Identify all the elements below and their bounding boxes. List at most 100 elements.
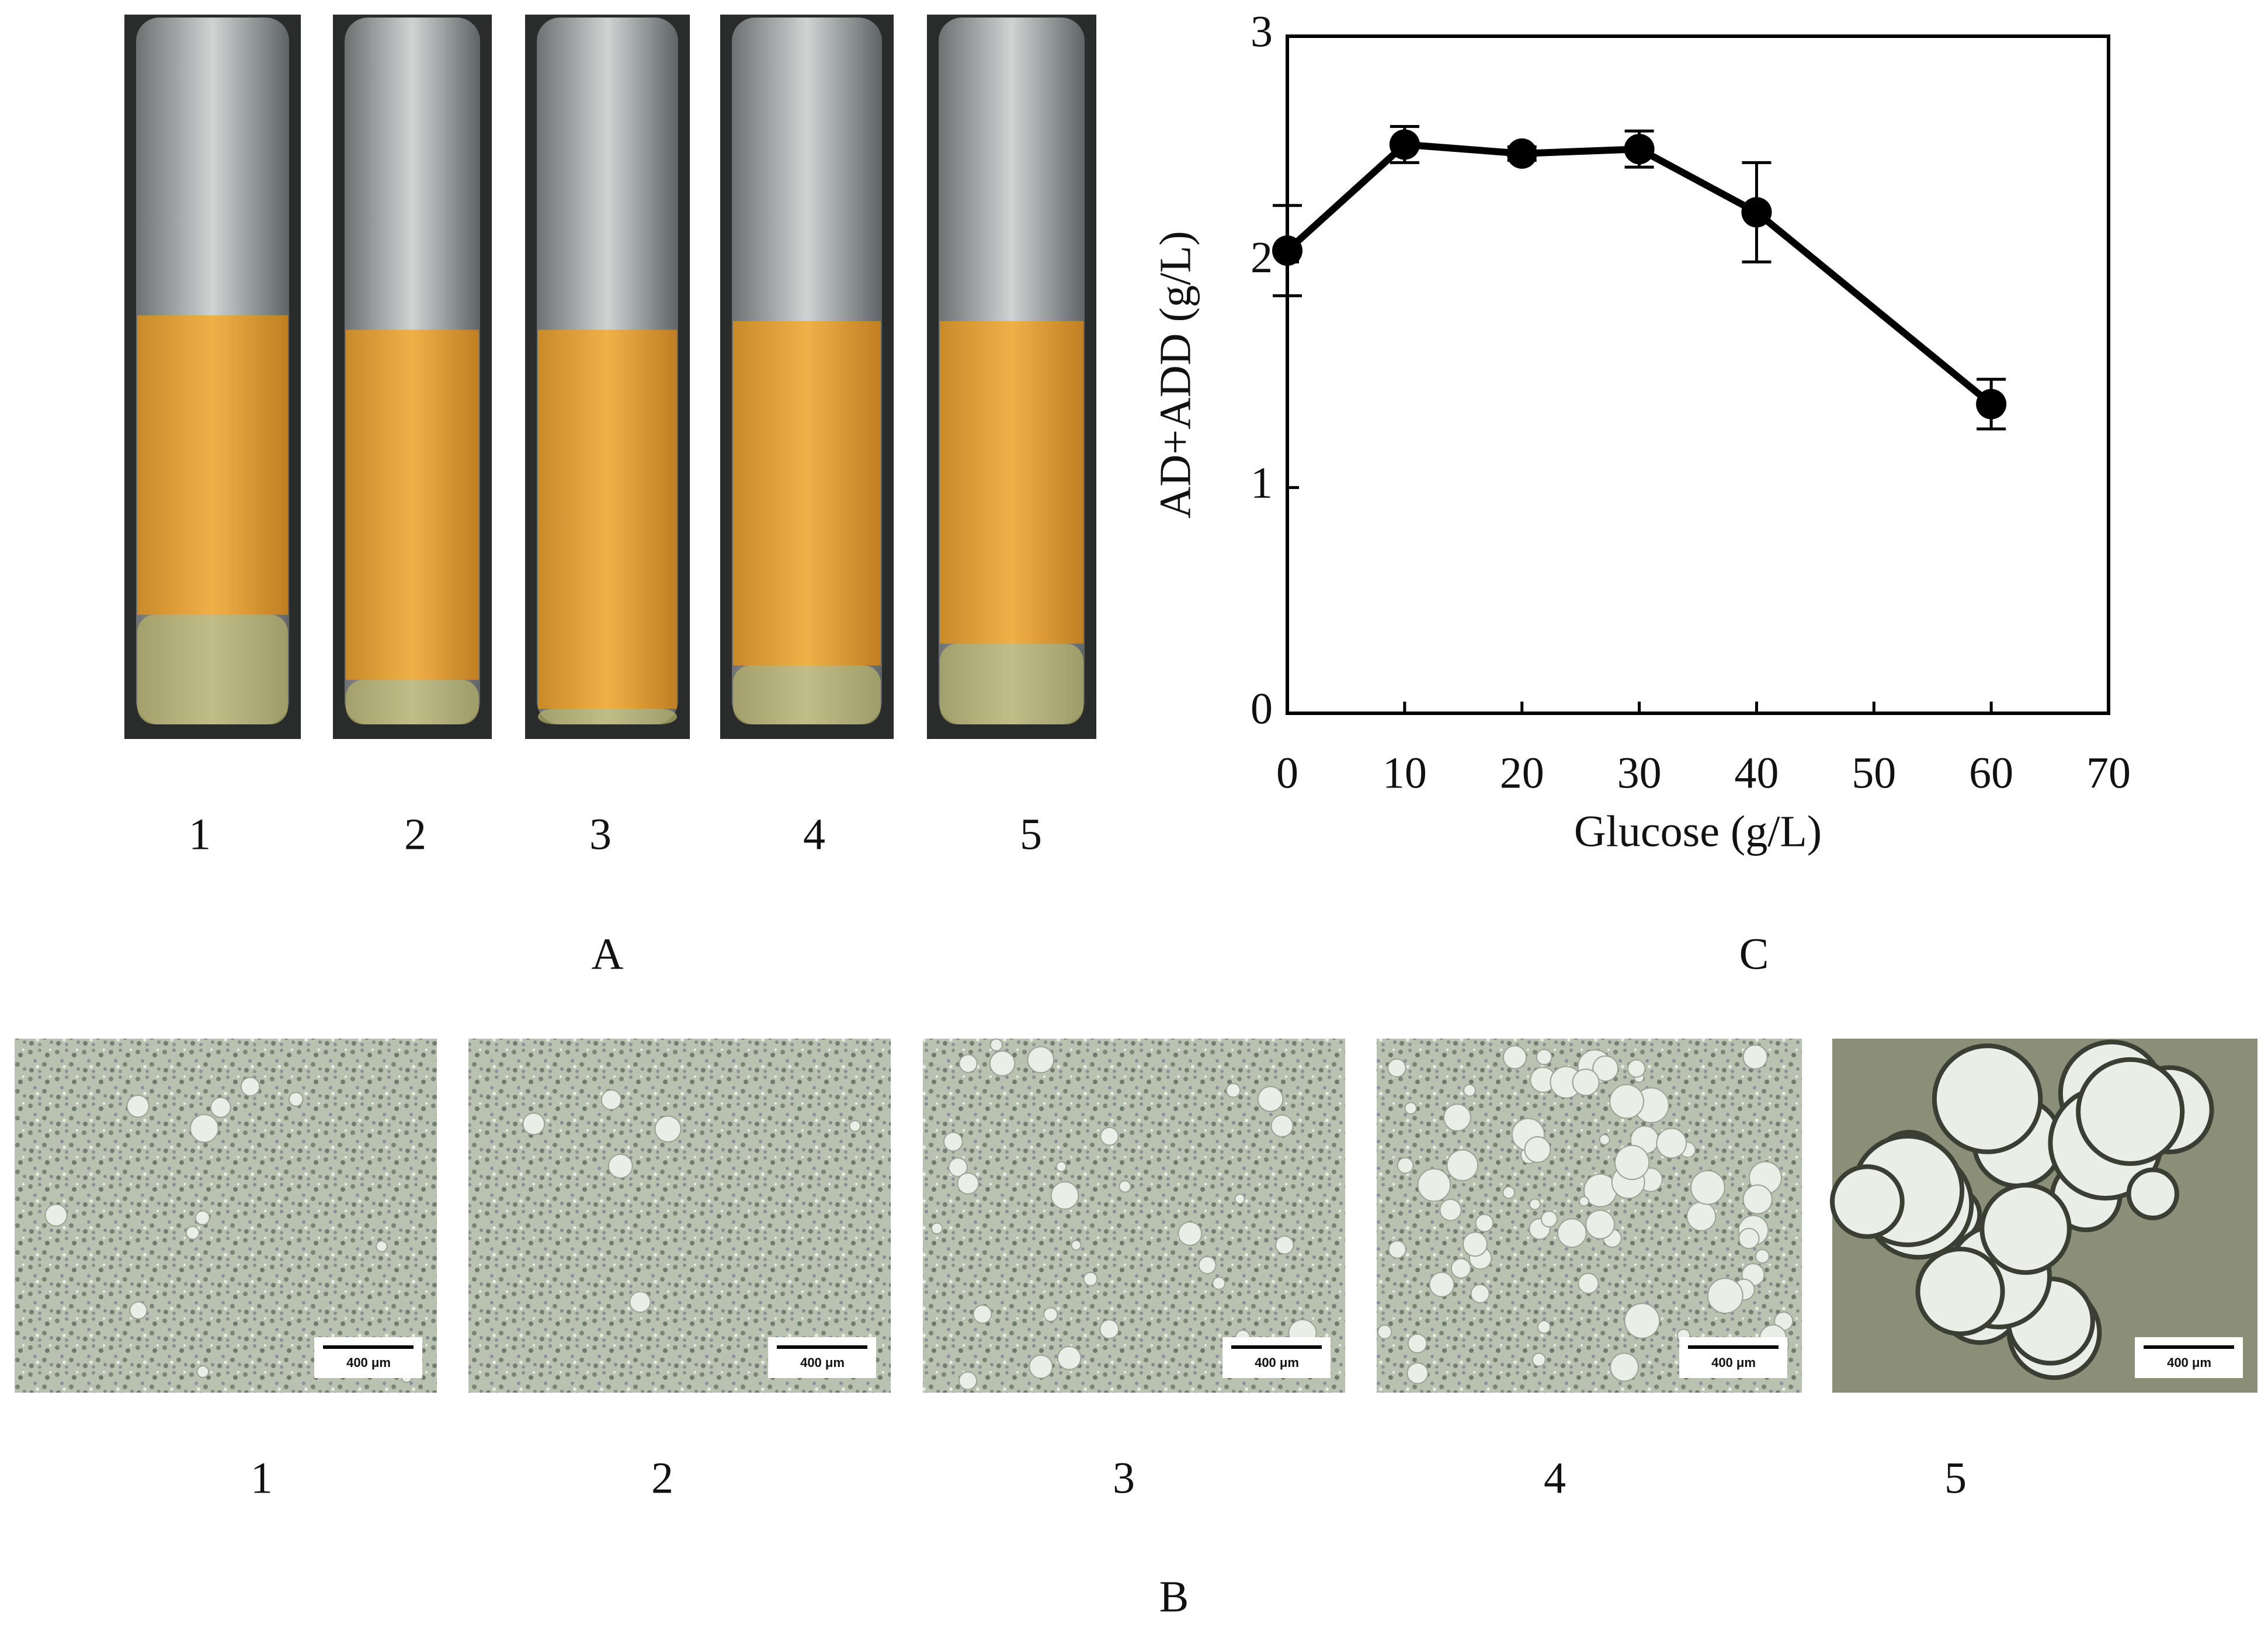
scale-bar-box <box>768 1337 876 1378</box>
droplet <box>943 1132 963 1152</box>
droplet <box>1557 1218 1587 1248</box>
droplet <box>1027 1046 1055 1074</box>
droplet <box>1470 1284 1490 1304</box>
droplet <box>1119 1180 1131 1193</box>
droplet <box>1537 1320 1551 1334</box>
droplet <box>948 1157 968 1177</box>
droplet <box>196 1365 210 1379</box>
tube-liquid <box>538 329 677 709</box>
droplet <box>1397 1157 1414 1174</box>
droplet <box>1742 1044 1768 1070</box>
droplet <box>289 1092 304 1107</box>
droplet <box>1029 1354 1053 1379</box>
scale-bar-text: 400 μm <box>1711 1355 1756 1370</box>
y-axis-label: AD+ADD (g/L) <box>1151 231 1200 518</box>
tube-clear-layer <box>733 665 881 724</box>
scale-bar-text: 400 μm <box>1255 1355 1299 1370</box>
droplet <box>1234 1193 1245 1205</box>
droplet <box>1599 1134 1610 1146</box>
droplet <box>1377 1324 1392 1339</box>
droplet <box>1540 1210 1558 1228</box>
micrograph <box>468 1039 891 1393</box>
droplet <box>607 1153 633 1179</box>
scale-bar-text: 400 μm <box>800 1355 845 1370</box>
droplet <box>1755 1249 1770 1264</box>
tube-liquid <box>733 321 881 665</box>
panel-label: C <box>1739 929 1769 978</box>
droplet <box>2076 1057 2185 1166</box>
droplet <box>1585 1209 1615 1240</box>
droplet <box>973 1304 992 1324</box>
micrograph-label: 5 <box>1944 1453 1967 1502</box>
droplet <box>1610 1352 1639 1382</box>
droplet <box>1083 1271 1098 1286</box>
droplet <box>1592 1055 1619 1082</box>
droplet <box>1536 1049 1552 1066</box>
x-tick-label: 60 <box>1969 748 2013 797</box>
tube-label: 2 <box>404 810 426 859</box>
data-point <box>1389 129 1420 160</box>
droplet <box>195 1210 210 1226</box>
droplet <box>1686 1201 1717 1231</box>
droplet <box>989 1050 1016 1077</box>
droplet <box>1257 1086 1284 1112</box>
droplet <box>600 1089 622 1111</box>
droplet <box>1609 1084 1644 1119</box>
droplet <box>849 1120 862 1132</box>
plot-frame <box>1286 34 2110 715</box>
x-tick-label: 40 <box>1734 748 1779 797</box>
panel-label: B <box>1159 1572 1189 1621</box>
droplet <box>1502 1186 1516 1199</box>
droplet <box>1439 1199 1462 1221</box>
droplet <box>1270 1114 1294 1137</box>
micrograph-label: 4 <box>1544 1453 1566 1502</box>
micrograph-label: 2 <box>651 1453 673 1502</box>
droplet <box>2126 1167 2179 1220</box>
x-tick-label: 20 <box>1500 748 1544 797</box>
scale-bar-text: 400 μm <box>2167 1355 2211 1370</box>
data-point <box>1624 134 1655 165</box>
droplet <box>1057 1345 1082 1370</box>
x-axis-label: Glucose (g/L) <box>1574 807 1822 856</box>
droplet <box>1707 1278 1743 1314</box>
x-tick-label: 0 <box>1276 748 1298 797</box>
droplet <box>522 1112 546 1136</box>
scale-bar-box <box>1679 1337 1787 1378</box>
scale-bar-box <box>2135 1337 2243 1378</box>
droplet <box>1388 1240 1406 1259</box>
droplet <box>1463 1084 1476 1097</box>
x-tick-label: 10 <box>1383 748 1427 797</box>
droplet <box>1524 1136 1551 1163</box>
droplet <box>1624 1303 1661 1339</box>
droplet <box>1443 1103 1471 1132</box>
droplet <box>1529 1198 1541 1210</box>
data-point <box>1976 388 2007 419</box>
tube-clear-layer <box>940 643 1083 724</box>
droplet <box>1417 1168 1451 1202</box>
droplet <box>1462 1231 1488 1257</box>
droplet <box>1830 1164 1905 1239</box>
droplet <box>629 1291 651 1313</box>
droplet <box>1050 1181 1079 1210</box>
scale-bar-box <box>1222 1337 1331 1378</box>
droplet <box>1429 1272 1455 1297</box>
micrograph-label: 3 <box>1113 1453 1135 1502</box>
tube-liquid <box>137 315 288 615</box>
droplet <box>1198 1256 1217 1275</box>
droplet <box>190 1113 219 1143</box>
droplet <box>1742 1184 1773 1214</box>
droplet <box>129 1301 148 1320</box>
tube-liquid <box>346 329 479 680</box>
droplet <box>654 1115 682 1143</box>
droplet <box>1274 1236 1294 1255</box>
droplet <box>1614 1144 1650 1181</box>
data-point <box>1741 197 1772 228</box>
tube-label: 5 <box>1020 810 1042 859</box>
droplet <box>126 1094 150 1118</box>
droplet <box>1055 1161 1067 1172</box>
droplet <box>1915 1247 2005 1337</box>
droplet <box>1932 1043 2043 1154</box>
x-tick-label: 50 <box>1852 748 1896 797</box>
